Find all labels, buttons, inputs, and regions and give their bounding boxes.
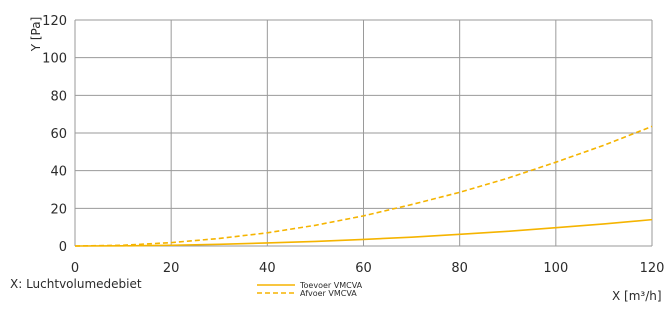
grid (74, 19, 653, 247)
y-tick-label: 80 (50, 89, 67, 104)
y-tick-label: 60 (50, 127, 67, 142)
series-lines (74, 125, 653, 247)
x-tick-labels: 0 20 40 60 80 100 120 (71, 261, 665, 276)
x-tick-label: 80 (451, 261, 468, 276)
x-tick-label: 120 (640, 261, 665, 276)
series-line-1 (74, 218, 653, 247)
y-tick-labels: 0 20 40 60 80 100 120 (42, 14, 67, 255)
y-tick-label: 40 (50, 165, 67, 180)
y-tick-label: 120 (42, 14, 67, 29)
x-tick-label: 60 (355, 261, 372, 276)
legend-label: Afvoer VMCVA (300, 289, 357, 298)
x-description: X: Luchtvolumedebiet (10, 277, 142, 291)
y-tick-label: 20 (50, 202, 67, 217)
x-tick-label: 100 (543, 261, 568, 276)
legend-label: Toevoer VMCVA (299, 281, 363, 290)
x-tick-label: 40 (259, 261, 276, 276)
x-tick-label: 0 (71, 261, 79, 276)
x-axis-label: X [m³/h] (612, 289, 662, 303)
y-tick-label: 100 (42, 52, 67, 67)
x-tick-label: 20 (163, 261, 180, 276)
series-line-2 (74, 125, 653, 247)
y-tick-label: 0 (59, 240, 67, 255)
y-axis-label: Y [Pa] (29, 17, 43, 53)
